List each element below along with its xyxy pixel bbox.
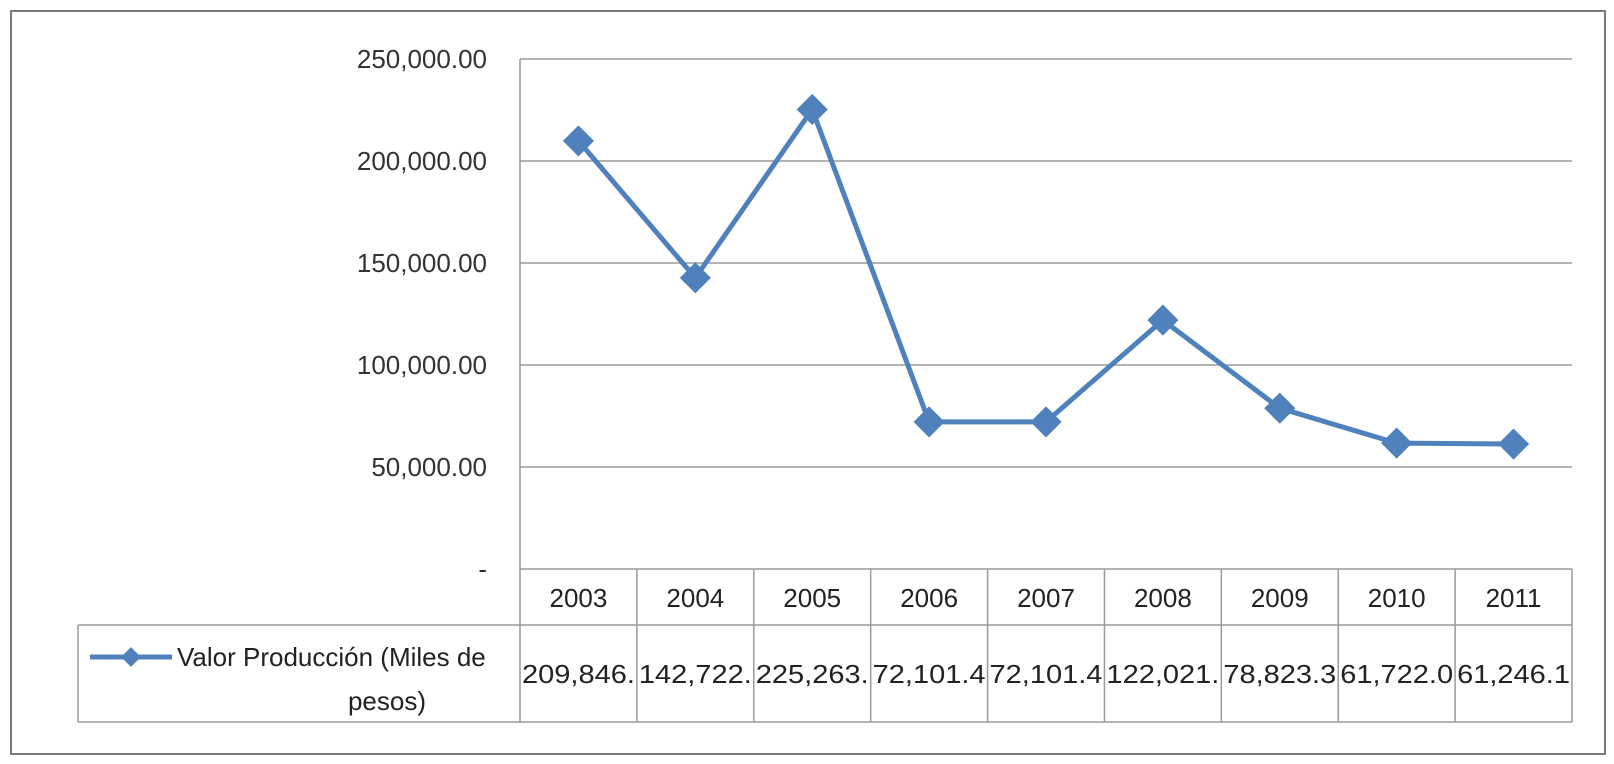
data-point-marker (1147, 304, 1179, 336)
legend-marker-key (121, 647, 141, 667)
legend-label: Valor Producción (Miles de (177, 642, 486, 672)
y-tick-label: 200,000.00 (357, 146, 487, 176)
x-category-label: 2009 (1251, 583, 1309, 613)
line-chart: - 50,000.00 100,000.00 150,000.00 200,000.00… (77, 44, 1573, 723)
data-point-marker (1381, 427, 1413, 459)
y-tick-label: 250,000.00 (357, 44, 487, 74)
data-table-value: 122,021. (1106, 659, 1219, 689)
x-category-label: 2005 (783, 583, 841, 613)
data-table-value: 78,823.3 (1223, 659, 1336, 689)
data-point-marker (913, 406, 945, 438)
x-category-label: 2003 (550, 583, 608, 613)
y-tick-label: - (478, 554, 487, 584)
x-category-label: 2008 (1134, 583, 1192, 613)
data-point-marker (796, 93, 828, 126)
y-tick-label: 150,000.00 (357, 248, 487, 278)
x-category-label: 2004 (666, 583, 724, 613)
y-tick-label: 100,000.00 (357, 350, 487, 380)
data-table-value: 209,846. (522, 659, 635, 689)
data-table-value: 72,101.4 (873, 659, 986, 689)
x-category-label: 2006 (900, 583, 958, 613)
data-point-marker (1497, 428, 1530, 460)
data-table-value: 61,246.1 (1457, 659, 1570, 689)
data-table-value: 225,263. (756, 659, 869, 689)
x-category-label: 2010 (1368, 583, 1426, 613)
data-point-marker (1030, 406, 1062, 438)
data-table-value: 142,722. (639, 659, 752, 689)
x-category-label: 2011 (1486, 583, 1542, 613)
data-table-value: 61,722.0 (1340, 659, 1453, 689)
legend-label: pesos) (348, 686, 426, 716)
y-tick-label: 50,000.00 (371, 452, 487, 482)
chart-frame: - 50,000.00 100,000.00 150,000.00 200,000.00… (10, 10, 1606, 755)
series-line (576, 106, 1514, 447)
data-point-marker (1264, 392, 1296, 424)
x-category-label: 2007 (1017, 583, 1075, 613)
data-table-value: 72,101.4 (990, 659, 1103, 689)
